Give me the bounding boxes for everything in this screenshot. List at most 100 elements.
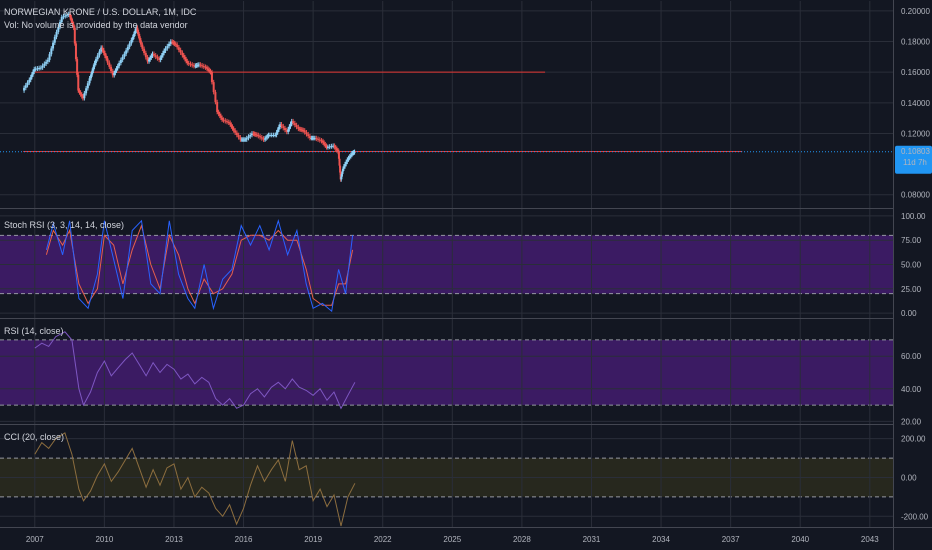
cci-lines bbox=[34, 432, 356, 527]
candle-body bbox=[92, 66, 95, 71]
time-axis[interactable]: 2007 2010 2013 2016 2019 2022 2025 2028 2031 2034… bbox=[26, 535, 879, 544]
candle-body bbox=[76, 59, 79, 75]
candle-body bbox=[164, 48, 167, 51]
candle-body bbox=[342, 166, 345, 169]
rsi-axis[interactable]: 60.00 40.00 20.00 bbox=[901, 352, 922, 426]
candle-body bbox=[169, 41, 172, 44]
candle-body bbox=[234, 130, 237, 133]
last-price-label: 0.10803 bbox=[901, 147, 930, 156]
candle-body bbox=[183, 57, 186, 60]
candle-body bbox=[111, 71, 114, 76]
y-tick-label: -200.00 bbox=[901, 512, 929, 521]
x-tick-label: 2025 bbox=[443, 535, 461, 544]
candle-body bbox=[67, 13, 70, 15]
candle-body bbox=[26, 82, 29, 86]
candle-body bbox=[73, 27, 76, 44]
candle-body bbox=[199, 64, 202, 66]
candle-body bbox=[245, 138, 248, 140]
horizontal-lines[interactable] bbox=[0, 71, 893, 153]
candle-body bbox=[118, 62, 121, 67]
candle-body bbox=[132, 33, 135, 37]
candle-body bbox=[70, 17, 73, 21]
rsi-panel[interactable]: RSI (14, close) 60.00 40.00 20.00 bbox=[0, 319, 922, 426]
candle-body bbox=[172, 42, 175, 44]
candle-body bbox=[241, 139, 244, 141]
x-tick-label: 2034 bbox=[652, 535, 670, 544]
candle-body bbox=[96, 55, 99, 60]
candle-body bbox=[151, 53, 154, 56]
candle-body bbox=[313, 138, 316, 140]
candle-body bbox=[254, 134, 257, 136]
candle-body bbox=[53, 36, 56, 43]
y-tick-label: 40.00 bbox=[901, 385, 922, 394]
candle-body bbox=[326, 146, 329, 148]
candle-body bbox=[328, 146, 331, 148]
candle-body bbox=[253, 133, 256, 135]
candle-body bbox=[160, 55, 163, 58]
candle-body bbox=[103, 53, 106, 56]
stoch-rsi-grid bbox=[0, 209, 893, 318]
candle-body bbox=[218, 113, 221, 116]
y-tick-label: 20.00 bbox=[901, 417, 922, 426]
candle-body bbox=[65, 14, 68, 16]
candle-body bbox=[252, 133, 255, 135]
candle-body bbox=[174, 43, 177, 45]
candle-body bbox=[268, 134, 271, 136]
candle-body bbox=[219, 115, 222, 118]
candle-body bbox=[260, 137, 263, 139]
cci-axis[interactable]: 200.00 0.00 -200.00 bbox=[901, 435, 929, 522]
candle-body bbox=[77, 74, 80, 91]
candle-body bbox=[152, 53, 155, 56]
band-fill bbox=[0, 339, 893, 406]
candle-body bbox=[347, 157, 350, 160]
candle-body bbox=[287, 129, 290, 132]
candle-body bbox=[62, 16, 65, 18]
candle-body bbox=[81, 96, 84, 99]
candle-body bbox=[195, 65, 198, 67]
candle-body bbox=[272, 134, 275, 136]
y-tick-label: 0.14000 bbox=[901, 99, 930, 108]
candle-body bbox=[156, 56, 159, 59]
candle-body bbox=[344, 164, 347, 167]
candle-body bbox=[209, 71, 212, 73]
candle-body bbox=[185, 59, 188, 62]
candle-body bbox=[45, 61, 48, 64]
candle-body bbox=[266, 136, 269, 138]
candle-body bbox=[345, 161, 348, 165]
y-tick-label: 0.18000 bbox=[901, 38, 930, 47]
candle-body bbox=[339, 172, 342, 180]
candle-body bbox=[325, 145, 328, 148]
candle-body bbox=[119, 59, 122, 63]
candle-body bbox=[146, 57, 149, 62]
candle-body bbox=[98, 51, 101, 56]
stoch-rsi-panel[interactable]: Stoch RSI (3, 3, 14, 14, close) 100.00 75… bbox=[0, 209, 926, 319]
candle-body bbox=[177, 47, 180, 50]
candle-body bbox=[330, 146, 333, 148]
candle-body bbox=[339, 165, 342, 173]
candle-body bbox=[158, 58, 161, 60]
candle-body bbox=[46, 59, 49, 62]
candle-body bbox=[43, 63, 46, 66]
stoch-rsi-axis[interactable]: 100.00 75.00 50.00 25.00 0.00 bbox=[901, 212, 926, 318]
candle-body bbox=[224, 120, 227, 122]
candle-body bbox=[348, 156, 351, 158]
x-tick-label: 2040 bbox=[791, 535, 809, 544]
price-panel[interactable]: NORWEGIAN KRONE / U.S. DOLLAR, 1M, IDC V… bbox=[0, 1, 932, 209]
candle-body bbox=[337, 150, 340, 152]
candle-body bbox=[33, 69, 36, 72]
candle-body bbox=[311, 138, 314, 140]
price-axis[interactable]: 0.20000 0.18000 0.16000 0.14000 0.12000 0.080… bbox=[901, 7, 930, 200]
candle-body bbox=[71, 20, 74, 25]
candle-body bbox=[121, 56, 124, 60]
candle-body bbox=[126, 46, 129, 51]
cci-title: CCI (20, close) bbox=[4, 432, 64, 442]
candle-body bbox=[290, 121, 293, 124]
cci-panel[interactable]: CCI (20, close) 200.00 0.00 -200.00 bbox=[0, 425, 929, 527]
candle-body bbox=[240, 139, 243, 141]
candle-body bbox=[139, 40, 142, 45]
candle-body bbox=[80, 94, 83, 97]
candle-body bbox=[23, 87, 26, 91]
candle-body bbox=[214, 92, 217, 103]
candle-body bbox=[166, 46, 169, 49]
